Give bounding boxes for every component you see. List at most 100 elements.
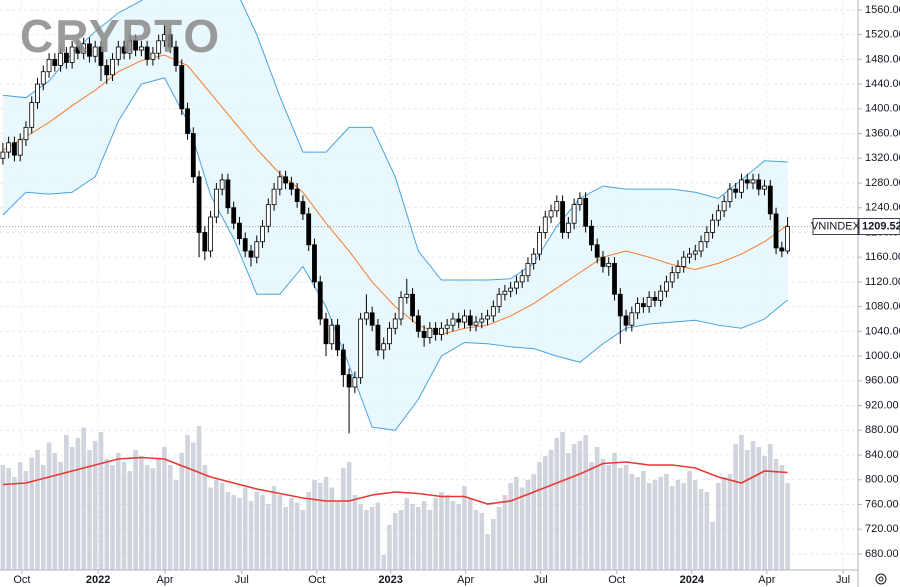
lower-band-line <box>2 77 788 431</box>
candle-body <box>589 225 594 246</box>
y-tick-label: 1000.00 <box>865 350 900 362</box>
y-tick-label: 1080.00 <box>865 301 900 313</box>
volume-bar <box>29 457 35 570</box>
candle-body <box>617 293 623 317</box>
last-price-box <box>858 218 900 235</box>
volume-bar <box>664 474 669 570</box>
volume-bar <box>185 435 190 570</box>
candle-body <box>352 377 358 388</box>
candle-body <box>427 327 433 338</box>
candle-body <box>733 188 739 193</box>
candle-body <box>213 188 219 218</box>
candle-body <box>479 318 485 323</box>
candle-body <box>508 287 514 292</box>
candle-body <box>704 232 710 243</box>
settings-gear[interactable] <box>875 573 887 585</box>
volume-bar <box>721 477 727 570</box>
candle-body <box>202 232 208 252</box>
candle-body <box>260 225 265 243</box>
candle-body <box>196 176 202 233</box>
candle-body <box>606 262 612 267</box>
volume-bar <box>121 462 127 570</box>
candle-body <box>467 315 473 326</box>
volume-bar <box>110 465 115 570</box>
y-tick-label: 1400.00 <box>865 103 900 115</box>
candle-body <box>583 198 589 227</box>
volume-bar <box>785 483 790 570</box>
watermark: CRYPTO <box>20 10 221 62</box>
volume-bar <box>675 480 681 570</box>
y-tick-label: 1440.00 <box>865 78 900 90</box>
volume-bar <box>577 441 583 570</box>
candle-body <box>288 182 294 190</box>
candle-body <box>306 213 312 246</box>
volume-bar <box>87 450 92 570</box>
volume-bar <box>692 480 698 570</box>
volume-ma-line <box>2 456 788 505</box>
volume-bar <box>341 468 346 570</box>
candle-body <box>271 188 277 206</box>
volume-bar <box>733 444 738 570</box>
volume-bar <box>260 495 265 570</box>
candle-body <box>375 324 381 351</box>
volume-bar <box>173 480 179 570</box>
y-tick-label: 1560.00 <box>865 4 900 16</box>
upper-band-line <box>2 0 788 281</box>
volume-bar <box>381 555 387 570</box>
moving-average-line <box>2 54 788 335</box>
candle-body <box>35 83 40 104</box>
volume-bar <box>566 453 571 570</box>
candle-body <box>167 34 173 48</box>
candle-body <box>346 374 352 388</box>
volume-bar <box>410 504 415 570</box>
volume-bar <box>294 502 300 570</box>
candle-body <box>219 179 225 190</box>
candle-body <box>542 216 548 233</box>
volume-bar <box>421 501 427 570</box>
volume-bar <box>606 465 612 570</box>
volume-bar <box>75 438 81 570</box>
volume-bar <box>727 474 733 570</box>
candle-body <box>554 201 560 212</box>
candle-body <box>767 185 773 215</box>
candle-body <box>698 241 704 252</box>
volume-bar <box>231 495 236 570</box>
volume-bar <box>427 510 433 570</box>
volume-bar <box>69 447 75 570</box>
settings-gear-center[interactable] <box>878 576 884 582</box>
volume-bar <box>323 477 329 570</box>
volume-bar <box>404 498 410 570</box>
candle-body <box>317 281 323 320</box>
y-tick-label: 920.00 <box>865 399 899 411</box>
candle-body <box>254 241 260 258</box>
candle-body <box>421 330 427 338</box>
y-tick-label: 1320.00 <box>865 152 900 164</box>
volume-bar <box>531 474 537 570</box>
candle-body <box>323 318 329 345</box>
volume-bar <box>306 492 311 570</box>
candle-body <box>75 46 81 54</box>
candle-body <box>242 238 248 252</box>
volume-bar <box>508 483 513 570</box>
candle-body <box>369 312 375 326</box>
candle-body <box>600 256 606 267</box>
volume-bar <box>352 495 358 570</box>
candle-body <box>144 46 150 60</box>
volume-bar <box>329 487 335 570</box>
x-tick-label: 2023 <box>378 574 402 586</box>
candle-body <box>248 250 254 258</box>
volume-bar <box>289 498 294 570</box>
candle-body <box>12 142 17 156</box>
volume-bar <box>335 501 340 570</box>
candle-body <box>398 296 404 320</box>
candle-body <box>87 43 92 57</box>
x-tick-label: Jul <box>534 574 548 586</box>
volume-bar <box>156 457 161 570</box>
settings-icon[interactable] <box>875 573 887 585</box>
volume-bar <box>162 447 167 570</box>
candle-body <box>537 232 542 255</box>
candle-body <box>58 52 63 66</box>
candle-body <box>231 207 237 224</box>
y-tick-label: 1160.00 <box>865 251 900 263</box>
candle-body <box>727 188 733 202</box>
